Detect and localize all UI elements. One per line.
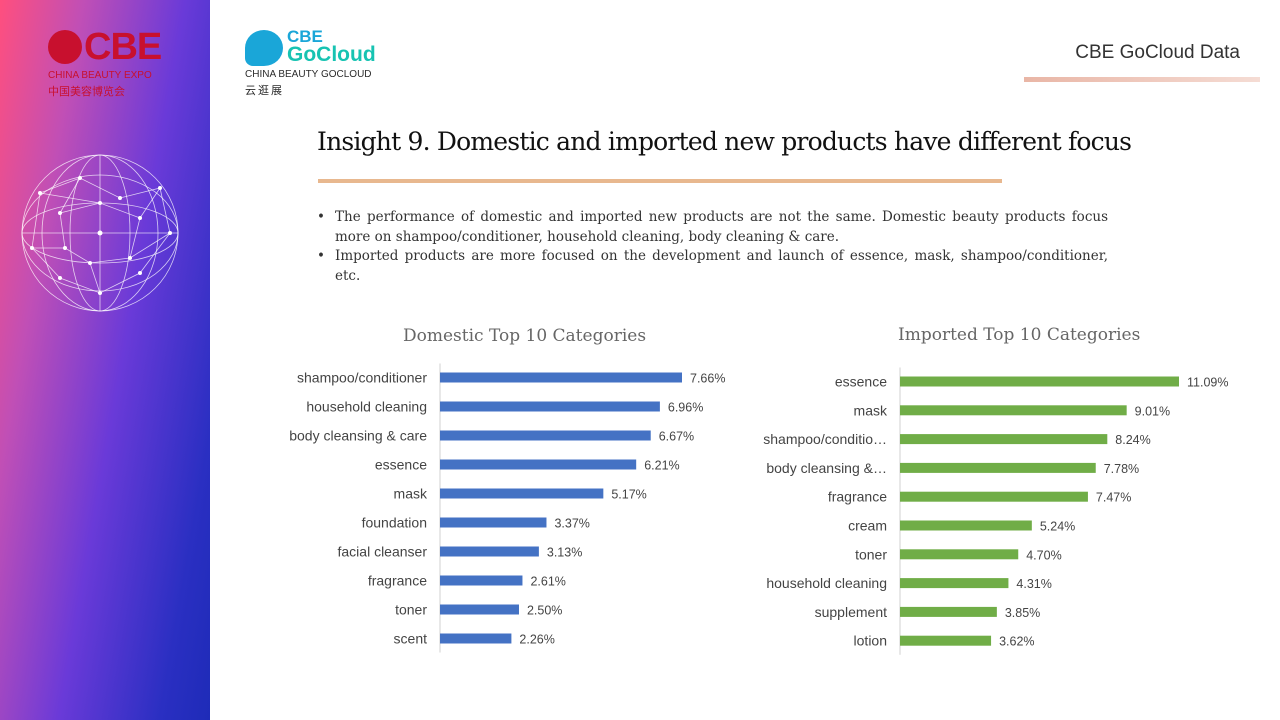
- imported-value-label: 7.78%: [1104, 462, 1139, 476]
- domestic-bar: [440, 372, 682, 383]
- domestic-category-label: fragrance: [368, 573, 427, 589]
- imported-bar: [900, 606, 997, 617]
- imported-bar: [900, 376, 1179, 387]
- domestic-category-label: body cleansing & care: [289, 428, 427, 444]
- gocloud-logo-name-cn: 云逛展: [245, 85, 284, 97]
- domestic-chart-title: Domestic Top 10 Categories: [403, 326, 647, 346]
- imported-value-label: 9.01%: [1135, 404, 1170, 418]
- cbe-logo-name-cn: 中国美容博览会: [48, 86, 125, 98]
- imported-value-label: 3.62%: [999, 635, 1034, 649]
- imported-value-label: 7.47%: [1096, 491, 1131, 505]
- domestic-bar: [440, 546, 539, 557]
- imported-category-label: mask: [854, 402, 888, 418]
- imported-value-label: 4.70%: [1026, 548, 1061, 562]
- imported-bar: [900, 491, 1088, 502]
- domestic-bar: [440, 459, 637, 470]
- domestic-value-label: 2.61%: [530, 575, 565, 589]
- network-globe-icon: [21, 154, 179, 312]
- imported-bar: [900, 405, 1127, 416]
- imported-category-label: fragrance: [828, 489, 887, 505]
- imported-value-label: 3.85%: [1005, 606, 1040, 620]
- domestic-value-label: 7.66%: [690, 372, 725, 386]
- imported-value-label: 8.24%: [1115, 433, 1150, 447]
- imported-category-label: cream: [848, 518, 887, 534]
- cbe-logo-mark: CBE: [48, 28, 162, 66]
- bullet-item: • The performance of domestic and importe…: [317, 208, 1108, 247]
- gocloud-logo-icon: [245, 30, 283, 66]
- domestic-category-label: shampoo/conditioner: [297, 370, 427, 386]
- imported-category-label: supplement: [815, 604, 887, 620]
- sidebar-gradient: CBE CHINA BEAUTY EXPO 中国美容博览会: [0, 0, 210, 720]
- domestic-value-label: 3.37%: [554, 517, 589, 531]
- domestic-category-label: toner: [395, 602, 427, 618]
- imported-value-label: 5.24%: [1040, 520, 1075, 534]
- bullet-text: The performance of domestic and imported…: [335, 209, 1108, 245]
- imported-bar: [900, 520, 1032, 531]
- imported-chart-title: Imported Top 10 Categories: [898, 325, 1141, 345]
- domestic-bar: [440, 488, 604, 499]
- insight-bullets: • The performance of domestic and importe…: [317, 208, 1108, 286]
- domestic-category-label: household cleaning: [306, 399, 427, 415]
- cbe-logo-name-en: CHINA BEAUTY EXPO: [48, 70, 152, 81]
- domestic-bar: [440, 430, 651, 441]
- domestic-value-label: 5.17%: [611, 488, 646, 502]
- gocloud-logo-line1: CBE: [287, 27, 323, 46]
- imported-category-label: body cleansing &…: [766, 460, 887, 476]
- domestic-category-label: essence: [375, 457, 427, 473]
- domestic-category-label: foundation: [362, 515, 427, 531]
- bullet-text: Imported products are more focused on th…: [335, 248, 1108, 284]
- domestic-value-label: 6.67%: [659, 430, 694, 444]
- domestic-value-label: 6.96%: [668, 401, 703, 415]
- header-divider: [1024, 77, 1260, 82]
- imported-category-label: essence: [835, 374, 887, 390]
- imported-category-label: shampoo/conditio…: [763, 431, 887, 447]
- imported-bar: [900, 549, 1019, 560]
- imported-bar: [900, 434, 1108, 445]
- gocloud-logo-name-en: CHINA BEAUTY GOCLOUD: [245, 69, 372, 80]
- header-tag: CBE GoCloud Data: [1075, 42, 1240, 63]
- domestic-bar: [440, 604, 519, 615]
- imported-bar: [900, 635, 992, 646]
- imported-value-label: 11.09%: [1187, 376, 1228, 390]
- bullet-dot-icon: •: [317, 209, 325, 225]
- page-title: Insight 9. Domestic and imported new pro…: [317, 127, 1132, 156]
- imported-category-label: household cleaning: [766, 575, 887, 591]
- gocloud-logo-line2: GoCloud: [287, 43, 376, 66]
- imported-category-label: lotion: [854, 633, 887, 649]
- domestic-bar: [440, 401, 660, 412]
- imported-value-label: 4.31%: [1016, 577, 1051, 591]
- bullet-dot-icon: •: [317, 248, 325, 264]
- domestic-category-label: mask: [394, 486, 428, 502]
- domestic-value-label: 6.21%: [644, 459, 679, 473]
- domestic-category-label: facial cleanser: [338, 544, 428, 560]
- imported-bar: [900, 578, 1009, 589]
- gocloud-logo: CBE GoCloud CHINA BEAUTY GOCLOUD 云逛展: [245, 28, 405, 98]
- domestic-value-label: 2.50%: [527, 604, 562, 618]
- domestic-bar: [440, 517, 547, 528]
- bullet-item: • Imported products are more focused on t…: [317, 247, 1108, 286]
- domestic-category-label: scent: [394, 631, 428, 647]
- domestic-bar: [440, 633, 512, 644]
- imported-bar: [900, 462, 1096, 473]
- domestic-bar: [440, 575, 523, 586]
- domestic-value-label: 3.13%: [547, 546, 582, 560]
- imported-category-label: toner: [855, 546, 887, 562]
- cbe-logo: CBE CHINA BEAUTY EXPO 中国美容博览会: [48, 28, 178, 98]
- domestic-value-label: 2.26%: [519, 633, 554, 647]
- title-underline: [318, 179, 1002, 183]
